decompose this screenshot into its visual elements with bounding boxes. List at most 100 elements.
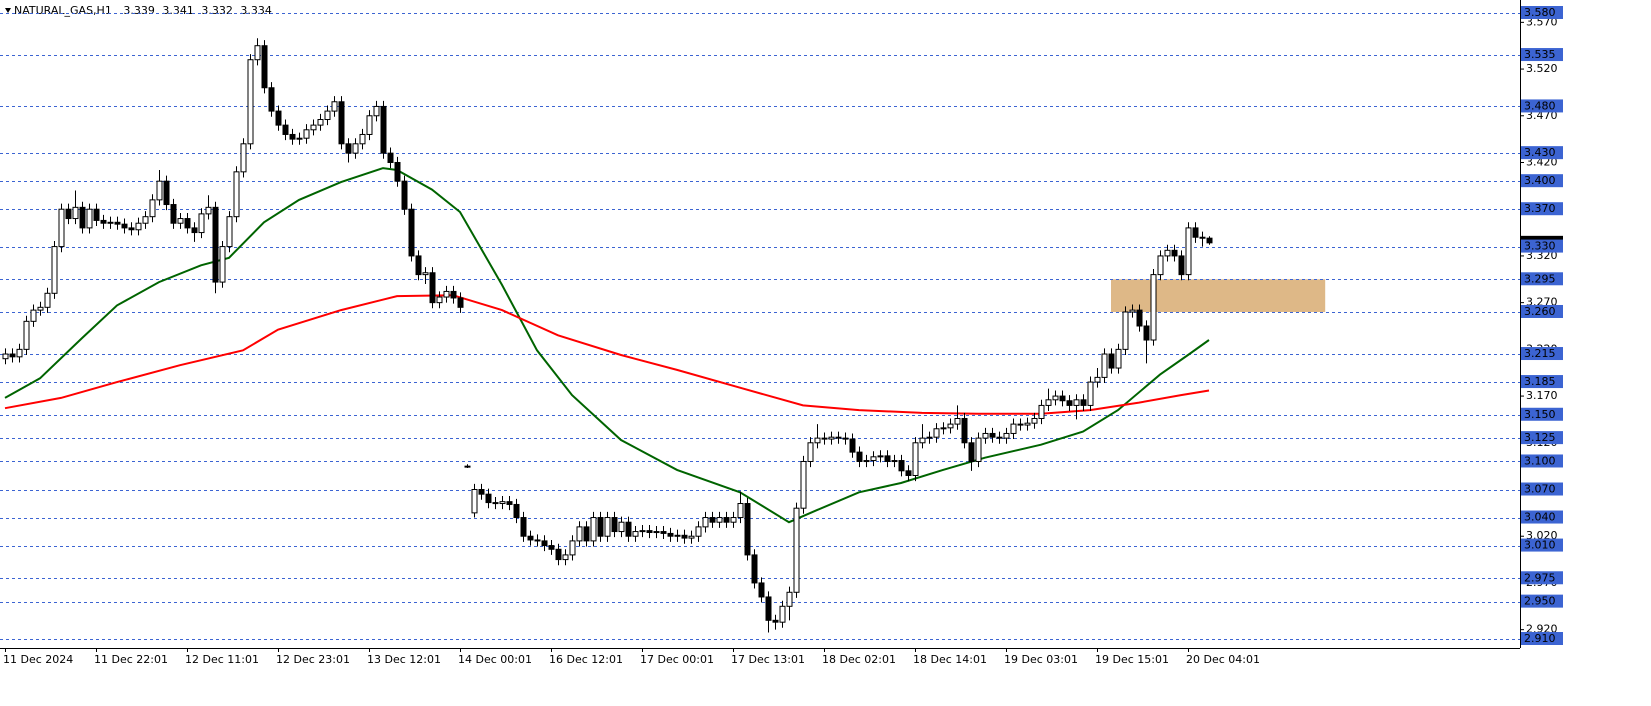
candle-body: [324, 110, 331, 121]
candle-body: [709, 517, 716, 523]
level-box: [1521, 594, 1563, 608]
candle-body: [793, 507, 800, 593]
level-label: 3.185: [1524, 375, 1556, 388]
candle-body: [954, 417, 961, 425]
candle-body: [800, 460, 807, 509]
candle-body: [485, 493, 492, 504]
candle-body: [1164, 249, 1171, 257]
candle-body: [233, 171, 240, 218]
candle-body: [1108, 353, 1115, 369]
candle-body: [359, 133, 366, 145]
candle-body: [1171, 249, 1178, 257]
candle-body: [898, 460, 905, 472]
candle-body: [730, 517, 737, 523]
level-box: [1521, 454, 1563, 468]
candle-body: [674, 534, 681, 537]
candle-body: [366, 115, 373, 135]
candle-body: [905, 470, 912, 476]
candle-body: [884, 455, 891, 462]
level-label: 2.950: [1524, 595, 1556, 608]
x-tick-label: 11 Dec 2024: [3, 653, 73, 666]
candle-body: [632, 531, 639, 537]
candle-body: [170, 204, 177, 224]
candle-body: [499, 501, 506, 505]
level-label: 3.215: [1524, 347, 1556, 360]
level-box: [1521, 239, 1563, 253]
candle-body: [611, 517, 618, 533]
candle-body: [695, 526, 702, 537]
candle-body: [1080, 399, 1087, 406]
level-box: [1521, 6, 1563, 19]
candle-body: [331, 101, 338, 112]
level-label: 3.150: [1524, 408, 1556, 421]
candle-body: [177, 218, 184, 224]
candle-body: [968, 442, 975, 462]
candle-body: [2, 353, 9, 360]
candle-body: [926, 436, 933, 439]
x-tick-label: 11 Dec 22:01: [94, 653, 168, 666]
candle-body: [1066, 400, 1073, 406]
level-box: [1521, 202, 1563, 216]
candle-body: [408, 208, 415, 257]
x-tick-label: 17 Dec 00:01: [640, 653, 714, 666]
candle-body: [1059, 395, 1066, 402]
candle-body: [205, 206, 212, 215]
candle-body: [548, 545, 555, 550]
candle-body: [828, 436, 835, 440]
candle-body: [751, 554, 758, 584]
level-box: [1521, 510, 1563, 524]
zone: [1111, 279, 1326, 312]
candle-body: [681, 534, 688, 539]
candle-body: [380, 105, 387, 154]
candle-body: [401, 180, 408, 210]
candle-body: [1115, 348, 1122, 369]
candle-body: [919, 437, 926, 444]
candle-body: [394, 161, 401, 182]
candle-body: [1101, 353, 1108, 378]
candle-body: [618, 521, 625, 533]
x-tick-label: 16 Dec 12:01: [549, 653, 623, 666]
y-tick-label: 3.170: [1526, 389, 1558, 402]
candle-body: [72, 206, 79, 220]
level-label: 3.260: [1524, 305, 1556, 318]
candle-body: [583, 526, 590, 542]
candle-body: [142, 216, 149, 224]
level-label: 3.040: [1524, 511, 1556, 524]
candle-body: [912, 442, 919, 476]
candle-body: [212, 206, 219, 283]
candle-body: [1024, 422, 1031, 426]
candle-body: [1003, 432, 1010, 439]
candle-body: [100, 219, 107, 224]
level-label: 3.580: [1524, 6, 1556, 19]
level-box: [1521, 632, 1563, 645]
candle-body: [471, 489, 478, 514]
candle-body: [107, 221, 114, 224]
level-label: 3.400: [1524, 174, 1556, 187]
level-box: [1521, 272, 1563, 286]
x-tick-label: 12 Dec 23:01: [276, 653, 350, 666]
candle-body: [555, 548, 562, 561]
candle-body: [261, 45, 268, 89]
candle-body: [30, 309, 37, 322]
candle-body: [240, 143, 247, 173]
candle-body: [1052, 395, 1059, 401]
candle-body: [44, 292, 51, 308]
candle-body: [807, 442, 814, 462]
candle-body: [450, 290, 457, 299]
candle-body: [646, 530, 653, 533]
candle-body: [478, 489, 485, 495]
candle-body: [849, 438, 856, 453]
candle-body: [856, 451, 863, 462]
candle-body: [422, 272, 429, 276]
candle-body: [891, 460, 898, 463]
candle-body: [569, 540, 576, 556]
candle-body: [135, 222, 142, 231]
candle-body: [184, 218, 191, 229]
candle-body: [520, 517, 527, 537]
candle-body: [23, 320, 30, 350]
candle-body: [464, 465, 471, 468]
y-tick-label: 3.520: [1526, 62, 1558, 75]
candle-body: [625, 521, 632, 537]
candle-body: [373, 105, 380, 117]
candle-body: [1157, 255, 1164, 276]
